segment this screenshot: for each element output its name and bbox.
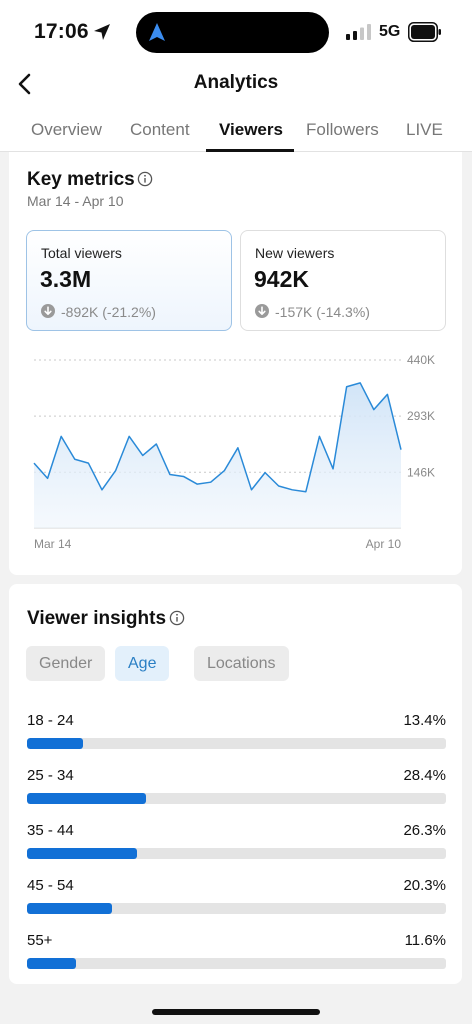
age-bar-fill	[27, 848, 138, 859]
x-tick-label: Mar 14	[34, 537, 72, 551]
total-viewers-card[interactable]: Total viewers 3.3M -892K (-21.2%)	[26, 230, 232, 331]
info-icon[interactable]	[137, 171, 153, 187]
y-tick-label: 146K	[407, 465, 435, 479]
key-metrics-title: Key metrics	[27, 169, 135, 190]
chart-area	[34, 382, 401, 528]
segment-gender[interactable]: Gender	[26, 646, 106, 681]
active-tab-indicator	[206, 149, 294, 152]
network-label: 5G	[379, 23, 401, 40]
age-bar-fill	[27, 903, 113, 914]
battery-icon	[408, 22, 441, 42]
tab-followers[interactable]: Followers	[306, 120, 379, 139]
age-bar-track	[27, 738, 446, 749]
tab-viewers[interactable]: Viewers	[219, 120, 283, 139]
viewer-insights-title: Viewer insights	[27, 608, 167, 629]
age-label: 45 - 54	[27, 877, 74, 894]
metric-change: -157K (-14.3%)	[275, 304, 370, 320]
age-label: 55+	[27, 932, 53, 949]
metric-label: Total viewers	[41, 245, 122, 261]
tab-live[interactable]: LIVE	[406, 120, 443, 139]
age-label: 18 - 24	[27, 712, 74, 729]
age-label: 35 - 44	[27, 822, 74, 839]
age-label: 25 - 34	[27, 767, 74, 784]
age-bar-track	[27, 848, 446, 859]
age-percent: 11.6%	[404, 932, 446, 949]
status-time: 17:06	[34, 20, 89, 43]
age-percent: 13.4%	[403, 712, 446, 729]
metric-value: 3.3M	[40, 266, 92, 292]
y-tick-label: 293K	[407, 409, 435, 423]
segment-age[interactable]: Age	[115, 646, 170, 681]
signal-icon	[346, 24, 371, 40]
navigation-arrow-icon	[149, 23, 165, 41]
age-bar-track	[27, 958, 446, 969]
age-bar-track	[27, 793, 446, 804]
age-row: 35 - 44 26.3%	[27, 822, 446, 872]
age-bar-fill	[27, 738, 84, 749]
age-percent: 26.3%	[403, 822, 446, 839]
chart-line	[33, 382, 402, 493]
metric-change: -892K (-21.2%)	[61, 304, 156, 320]
age-row: 18 - 24 13.4%	[27, 712, 446, 762]
viewer-insights-card: Viewer insights Gender Age Locations 18 …	[9, 584, 462, 984]
home-indicator	[152, 1009, 320, 1015]
key-metrics-card: Key metrics Mar 14 - Apr 10 Total viewer…	[9, 152, 462, 575]
tab-content[interactable]: Content	[130, 120, 190, 139]
info-icon[interactable]	[169, 610, 185, 626]
arrow-down-circle-icon	[41, 304, 55, 318]
x-tick-label: Apr 10	[366, 537, 402, 551]
page-title: Analytics	[193, 72, 279, 93]
back-arrow-icon[interactable]	[14, 70, 36, 98]
metric-label: New viewers	[255, 245, 335, 261]
arrow-down-circle-icon	[255, 304, 269, 318]
age-percent: 20.3%	[403, 877, 446, 894]
tab-overview[interactable]: Overview	[31, 120, 102, 139]
date-range: Mar 14 - Apr 10	[27, 193, 124, 209]
viewers-chart: 440K 293K 146K Mar 14 Apr 10	[33, 353, 435, 551]
metric-value: 942K	[254, 266, 309, 292]
age-row: 25 - 34 28.4%	[27, 767, 446, 817]
age-percent: 28.4%	[403, 767, 446, 784]
age-bar-track	[27, 903, 446, 914]
y-tick-label: 440K	[407, 353, 435, 367]
dynamic-island	[136, 12, 329, 53]
segment-locations[interactable]: Locations	[194, 646, 289, 681]
age-bar-fill	[27, 793, 146, 804]
new-viewers-card[interactable]: New viewers 942K -157K (-14.3%)	[240, 230, 446, 331]
nav-bar: Analytics	[0, 66, 472, 104]
age-row: 55+ 11.6%	[27, 932, 446, 982]
location-arrow-icon	[94, 24, 110, 40]
age-row: 45 - 54 20.3%	[27, 877, 446, 927]
status-bar: 17:06 5G	[0, 0, 472, 66]
tab-bar: Overview Content Viewers Followers LIVE	[0, 104, 472, 152]
age-bar-fill	[27, 958, 76, 969]
